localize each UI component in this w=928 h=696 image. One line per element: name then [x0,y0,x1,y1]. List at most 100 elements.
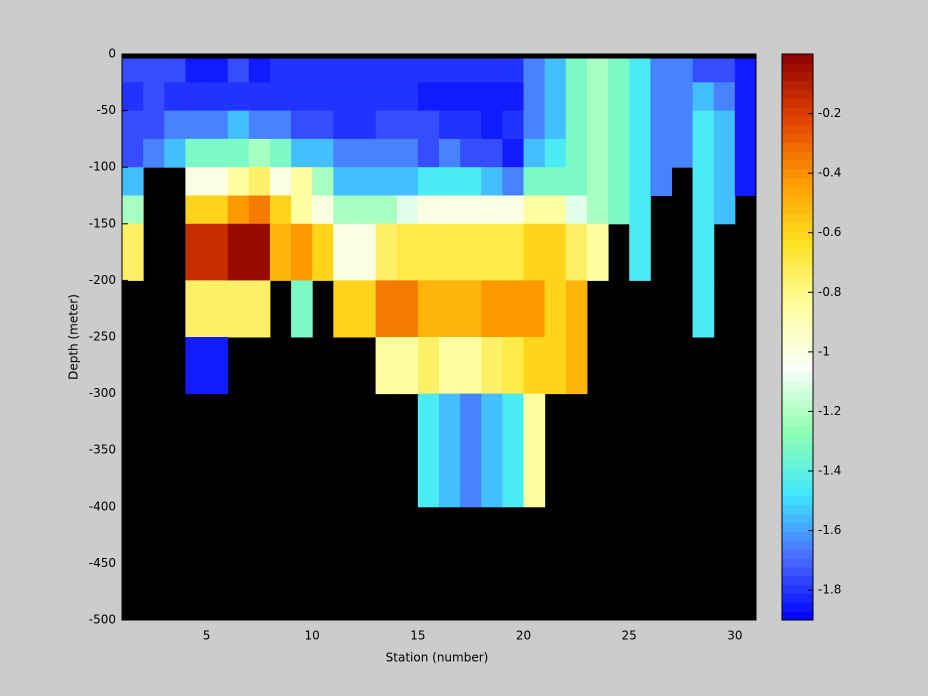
colorbar-tick-label: -0.4 [818,166,841,180]
heat-cell [396,110,419,140]
colorbar-swatch [782,593,813,603]
heat-cell [586,82,609,112]
heat-cell [396,167,419,196]
heat-cell [122,58,144,83]
y-tick-label: -350 [89,443,116,457]
heat-cell [227,280,250,338]
heat-cell [523,110,546,140]
heat-cell [185,337,208,395]
heat-cell [650,138,672,168]
heat-cell [713,195,736,225]
colorbar-swatch [782,283,813,294]
heat-cell [375,337,398,395]
heat-cell [481,110,503,140]
heat-cell [206,138,229,168]
heat-cell [481,195,503,225]
heat-cell [523,58,546,83]
heat-cell [143,110,165,140]
colorbar-swatch [782,549,813,559]
heat-cell [375,58,398,83]
colorbar-tick-label: -1.6 [818,523,841,537]
colorbar-swatch [782,434,813,444]
heat-cell [185,223,208,281]
heat-cell [502,167,525,196]
heat-cell [460,110,482,140]
heat-cell [312,138,334,168]
heat-cell [227,223,250,281]
heat-cell [734,167,757,196]
heat-cell [248,280,271,338]
heat-cell [671,58,694,83]
heat-cell [608,138,630,168]
heat-cell [185,58,208,83]
heat-cell [312,58,334,83]
heat-cell [544,337,567,395]
x-tick-label: 20 [516,629,531,643]
heat-cell [692,82,715,112]
y-tick-label: -200 [89,273,116,287]
colorbar-swatch [782,345,813,356]
heat-cell [396,138,419,168]
heat-cell [544,82,567,112]
heat-cell [396,58,419,83]
heat-cell [206,280,229,338]
colorbar-tick-label: -1 [818,344,830,358]
heat-cell [629,195,651,225]
colorbar-swatch [782,107,813,117]
colorbar-box [781,53,814,621]
heat-cell [523,223,546,281]
heat-cell [650,110,672,140]
heat-cell [544,167,567,196]
heat-cell [248,58,271,83]
colorbar-swatch [782,257,813,267]
colorbar-swatch [782,301,813,311]
colorbar-swatch [782,451,813,462]
heat-cell [650,167,672,196]
y-tick-label: -400 [89,499,116,513]
colorbar-swatch [782,398,813,409]
colorbar-swatch [782,62,813,73]
heat-cell [248,82,271,112]
heat-cell [396,337,419,395]
colorbar-swatch [782,381,813,391]
heat-cell [396,223,419,281]
heat-cell [248,167,271,196]
colorbar-tick-label: -0.6 [818,225,841,239]
heat-cell [354,280,377,338]
colorbar-swatch [782,266,813,276]
heat-cell [502,337,525,395]
heat-cell [185,280,208,338]
heat-cell [608,58,630,83]
colorbar-swatch [782,292,813,303]
y-tick-label: -50 [96,103,116,117]
heat-cell [523,393,546,508]
heat-cell [439,58,461,83]
heat-cell [291,167,313,196]
colorbar-swatch [782,71,813,82]
heat-cell [439,195,461,225]
heat-cell [143,138,165,168]
x-tick-label: 10 [305,629,320,643]
heat-cell [417,223,440,281]
y-tick-label: -100 [89,160,116,174]
colorbar-swatch [782,522,813,533]
heat-cell [206,223,229,281]
heat-cell [460,280,482,338]
heat-cell [671,138,694,168]
heat-cell [713,167,736,196]
colorbar-swatch [782,372,813,382]
heat-cell [565,337,588,395]
colorbar-swatch [782,575,813,586]
heat-cell [333,280,355,338]
heat-cell [248,110,271,140]
heat-cell [439,337,461,395]
heat-cell [185,110,208,140]
heat-cell [481,223,503,281]
heat-cell [333,167,355,196]
heat-cell [269,223,292,281]
heat-cell [354,167,377,196]
heat-cell [692,223,715,281]
colorbar-swatch [782,230,813,241]
heat-cell [439,82,461,112]
